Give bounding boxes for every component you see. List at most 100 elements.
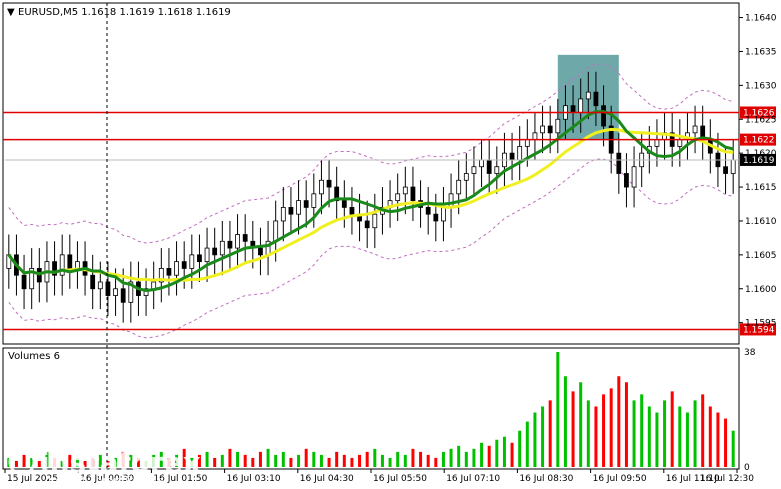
price-tag-label: 1.1594 bbox=[743, 325, 775, 335]
candle-body bbox=[52, 261, 57, 276]
candle-body bbox=[242, 234, 248, 242]
candle-body bbox=[425, 206, 431, 215]
candle-body bbox=[601, 105, 606, 127]
candle-body bbox=[349, 206, 355, 215]
candle-body bbox=[555, 118, 561, 134]
candle-body bbox=[341, 200, 347, 208]
candle-body bbox=[593, 91, 599, 107]
candle-body bbox=[197, 254, 202, 263]
y-tick-label: 1.1620 bbox=[745, 149, 777, 159]
x-tick-label: 16 Jul 09:50 bbox=[593, 474, 647, 484]
moving-average-yellow bbox=[7, 127, 734, 282]
candle-body bbox=[524, 139, 530, 147]
candle-body bbox=[258, 247, 263, 256]
candle-body bbox=[113, 288, 118, 296]
candle-body bbox=[334, 186, 340, 202]
candle-body bbox=[219, 240, 225, 256]
x-tick-label: 16 Jul 11:10 bbox=[666, 474, 720, 484]
candle-body bbox=[654, 139, 660, 147]
candle-body bbox=[303, 200, 309, 208]
candle-body bbox=[151, 281, 157, 290]
candle-body bbox=[448, 193, 454, 208]
candle-body bbox=[174, 261, 179, 276]
candle-body bbox=[235, 234, 240, 249]
price-tag-label: 1.1622 bbox=[743, 136, 775, 146]
candle-body bbox=[364, 220, 370, 229]
y-tick-label: 1.1595 bbox=[745, 319, 777, 329]
candle-body bbox=[227, 240, 233, 249]
candle-body bbox=[59, 254, 65, 276]
candle-body bbox=[143, 288, 149, 296]
candle-body bbox=[128, 281, 134, 303]
x-tick-label: 15 Jul 2025 bbox=[7, 474, 58, 484]
candle-body bbox=[395, 193, 401, 202]
candle-body bbox=[6, 254, 12, 269]
candle-body bbox=[67, 254, 73, 269]
y-tick-label: 1.1635 bbox=[745, 47, 777, 57]
candle-body bbox=[326, 179, 332, 188]
y-tick-label: 1.1615 bbox=[745, 183, 777, 193]
y-tick-label: 1.1610 bbox=[745, 217, 777, 227]
candle-body bbox=[677, 139, 683, 147]
price-tag bbox=[740, 153, 776, 166]
x-tick-label: 16 Jul 03:10 bbox=[227, 474, 281, 484]
candle-body bbox=[509, 152, 515, 161]
svg-text:Instant Forex Trading: Instant Forex Trading bbox=[48, 474, 164, 487]
x-tick-label: 16 Jul 04:30 bbox=[300, 474, 354, 484]
y-tick-label: 1.1600 bbox=[745, 285, 777, 295]
candle-body bbox=[181, 261, 187, 269]
candle-body bbox=[204, 247, 210, 263]
chart-title: EURUSD,M5 1.1618 1.1619 1.1618 1.1619 bbox=[18, 7, 231, 18]
candle-body bbox=[90, 274, 96, 290]
candle-body bbox=[402, 186, 408, 195]
candle-body bbox=[296, 200, 301, 215]
candle-body bbox=[311, 193, 317, 208]
moving-average-green bbox=[7, 110, 734, 293]
y-tick-label: 1.1640 bbox=[745, 14, 777, 24]
volume-tick-label: 0 bbox=[744, 463, 750, 473]
candle-body bbox=[494, 166, 500, 174]
candle-body bbox=[158, 268, 164, 283]
candle-body bbox=[517, 145, 523, 161]
y-tick-label: 1.1605 bbox=[745, 251, 777, 261]
candle-body bbox=[540, 125, 545, 134]
candle-body bbox=[692, 125, 698, 134]
volume-tick-label: 38 bbox=[744, 348, 756, 358]
candle-body bbox=[120, 288, 126, 303]
candle-body bbox=[486, 159, 492, 174]
candle-body bbox=[730, 159, 736, 174]
y-tick-label: 1.1625 bbox=[745, 115, 777, 125]
candle-body bbox=[532, 132, 538, 141]
candle-body bbox=[97, 281, 103, 290]
envelope-upper bbox=[8, 63, 734, 244]
candle-body bbox=[624, 173, 629, 188]
envelope-lower bbox=[8, 158, 734, 339]
price-tag-label: 1.1626 bbox=[743, 108, 775, 118]
candle-body bbox=[631, 166, 637, 188]
x-tick-label: 16 Jul 12:30 bbox=[700, 474, 754, 484]
candle-body bbox=[288, 206, 294, 215]
collapse-triangle-icon[interactable]: ▼ bbox=[7, 7, 15, 18]
x-tick-label: 16 Jul 07:10 bbox=[446, 474, 500, 484]
candle-body bbox=[616, 152, 622, 174]
candle-body bbox=[189, 254, 195, 269]
candle-body bbox=[578, 98, 584, 113]
candle-body bbox=[471, 166, 477, 174]
candle-body bbox=[372, 213, 378, 229]
price-tag bbox=[740, 133, 776, 146]
x-tick-label: 16 Jul 00:30 bbox=[80, 474, 134, 484]
candle-body bbox=[29, 268, 35, 290]
price-tag bbox=[740, 323, 776, 336]
candle-body bbox=[280, 206, 286, 222]
candle-body bbox=[433, 213, 439, 222]
candle-body bbox=[570, 105, 576, 113]
instaforex-logo: instaforex Instant Forex Trading bbox=[8, 446, 201, 487]
price-tag bbox=[740, 106, 776, 119]
candle-body bbox=[273, 220, 279, 242]
candle-body bbox=[410, 186, 416, 202]
x-tick-label: 16 Jul 08:30 bbox=[519, 474, 573, 484]
volume-title: Volumes 6 bbox=[8, 351, 60, 362]
candle-body bbox=[723, 166, 728, 174]
candle-body bbox=[479, 159, 484, 168]
price-tag-label: 1.1619 bbox=[743, 156, 775, 166]
